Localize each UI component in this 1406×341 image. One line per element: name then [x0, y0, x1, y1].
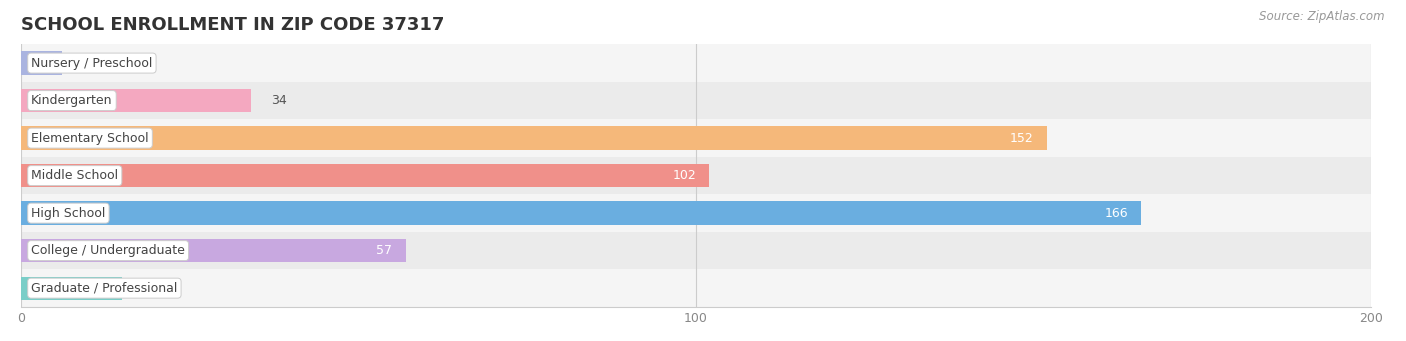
Bar	[21, 157, 1371, 194]
Bar	[21, 44, 1371, 82]
Bar	[21, 82, 1371, 119]
Bar	[21, 232, 1371, 269]
Text: 34: 34	[271, 94, 287, 107]
Text: SCHOOL ENROLLMENT IN ZIP CODE 37317: SCHOOL ENROLLMENT IN ZIP CODE 37317	[21, 16, 444, 34]
Text: Graduate / Professional: Graduate / Professional	[31, 282, 177, 295]
Text: Nursery / Preschool: Nursery / Preschool	[31, 57, 153, 70]
Text: 6: 6	[82, 57, 90, 70]
Text: 15: 15	[142, 282, 159, 295]
Text: 166: 166	[1104, 207, 1128, 220]
Bar	[21, 127, 1047, 150]
Text: College / Undergraduate: College / Undergraduate	[31, 244, 186, 257]
Text: 102: 102	[672, 169, 696, 182]
Text: Kindergarten: Kindergarten	[31, 94, 112, 107]
Text: Middle School: Middle School	[31, 169, 118, 182]
Text: 57: 57	[377, 244, 392, 257]
Bar	[21, 194, 1371, 232]
Bar	[21, 164, 710, 187]
Text: Elementary School: Elementary School	[31, 132, 149, 145]
Bar	[21, 269, 1371, 307]
Text: High School: High School	[31, 207, 105, 220]
Bar	[21, 119, 1371, 157]
Bar	[21, 51, 62, 75]
Bar	[21, 202, 1142, 225]
Bar	[21, 239, 406, 262]
Bar	[21, 277, 122, 300]
Text: 152: 152	[1010, 132, 1033, 145]
Text: Source: ZipAtlas.com: Source: ZipAtlas.com	[1260, 10, 1385, 23]
Bar	[21, 89, 250, 112]
